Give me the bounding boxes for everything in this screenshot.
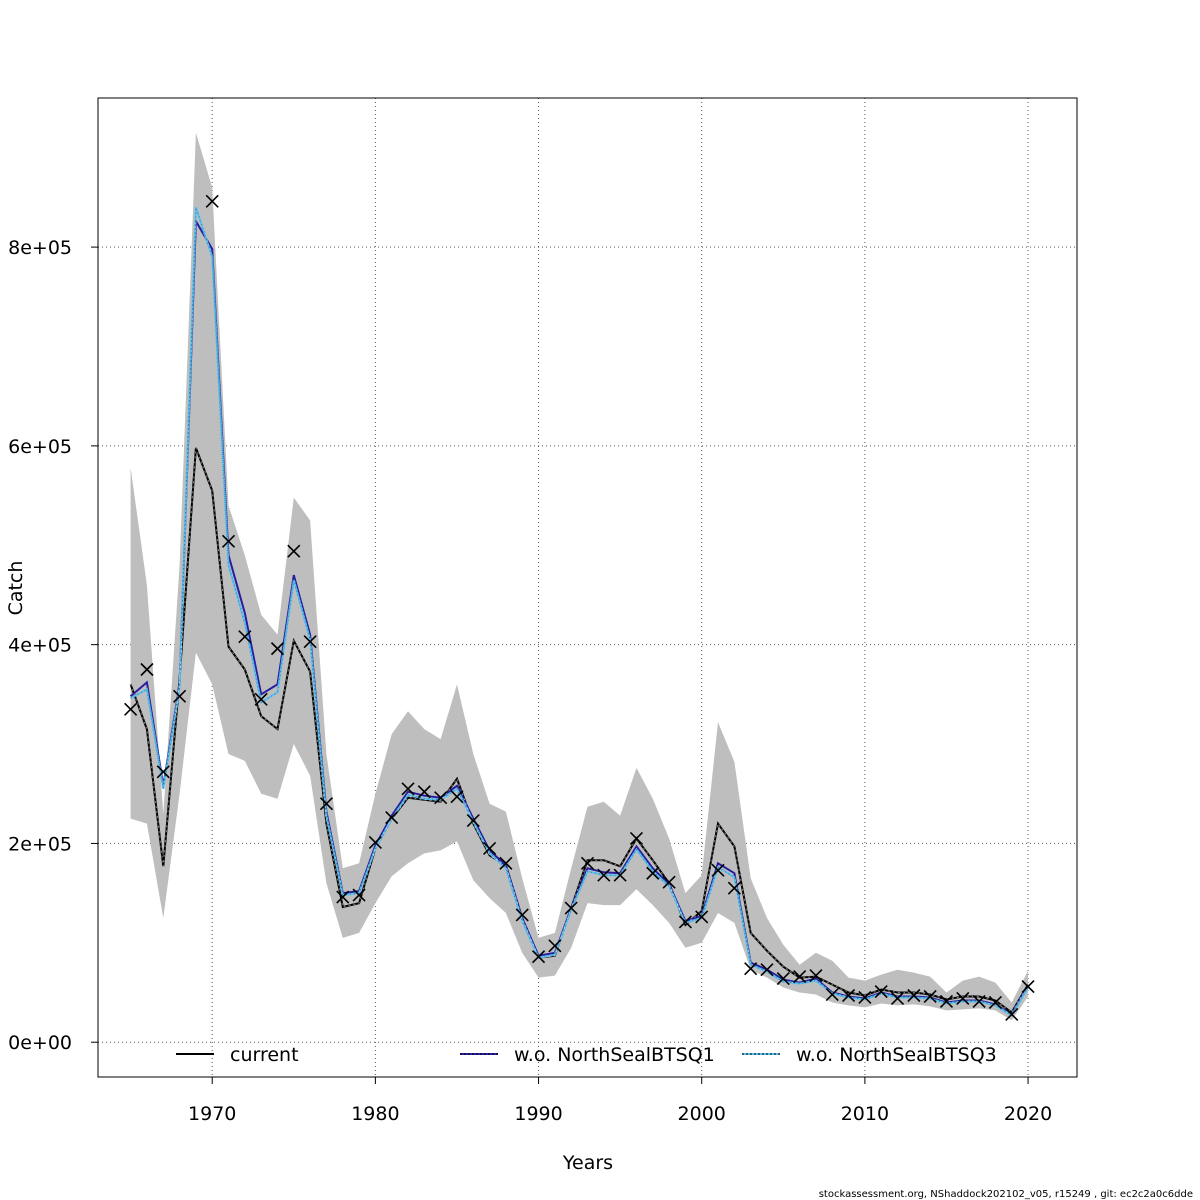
observed-point — [531, 950, 546, 964]
observed-point — [776, 972, 790, 986]
legend-label-current: current — [230, 1044, 299, 1066]
observed-point — [515, 908, 529, 922]
observed-point — [988, 995, 1002, 1010]
observed-point — [221, 534, 236, 548]
legend: current w.o. NorthSealBTSQ1 w.o. NorthSe… — [176, 1044, 997, 1066]
observed-point — [793, 970, 807, 984]
observed-point — [646, 866, 660, 880]
observed-point — [548, 939, 562, 953]
observed-point — [956, 991, 970, 1006]
y-tick-label: 0e+00 — [8, 1032, 72, 1054]
confidence-band — [130, 132, 1029, 1021]
observed-point — [580, 856, 595, 870]
observed-point — [466, 814, 480, 828]
y-axis: 0e+00 2e+05 4e+05 6e+05 8e+05 — [8, 237, 98, 1054]
x-tick-label: 1970 — [188, 1103, 236, 1125]
observed-point — [1021, 979, 1035, 994]
observed-point — [173, 689, 187, 703]
observed-point — [890, 991, 905, 1006]
y-tick-label: 2e+05 — [8, 833, 72, 855]
observed-point — [483, 841, 497, 855]
observed-point — [417, 785, 431, 799]
observed-point — [205, 194, 219, 208]
observed-point — [434, 791, 448, 805]
observed-point — [939, 994, 954, 1009]
observed-point — [711, 863, 725, 877]
observed-point — [450, 790, 464, 804]
x-tick-label: 2000 — [678, 1103, 726, 1125]
observations-layer — [124, 194, 1035, 1021]
observed-point — [352, 888, 366, 902]
confidence-band-layer — [130, 132, 1029, 1021]
observed-point — [319, 797, 333, 811]
x-tick-label: 1980 — [351, 1103, 399, 1125]
observed-point — [499, 856, 513, 870]
x-axis-title: Years — [562, 1152, 613, 1174]
observed-point — [270, 642, 285, 656]
y-tick-label: 6e+05 — [8, 436, 72, 458]
observed-point — [760, 963, 774, 977]
observed-point — [874, 984, 888, 999]
x-tick-label: 2010 — [841, 1103, 889, 1125]
observed-point — [140, 662, 154, 677]
observed-point — [564, 901, 578, 915]
observed-point — [238, 630, 252, 644]
observed-point — [825, 987, 839, 1002]
x-tick-label: 2020 — [1004, 1103, 1052, 1125]
x-tick-label: 1990 — [514, 1103, 562, 1125]
legend-label-q3: w.o. NorthSealBTSQ3 — [796, 1044, 997, 1066]
x-axis: 1970 1980 1990 2000 2010 2020 — [188, 1077, 1052, 1125]
observed-point — [401, 782, 415, 796]
observed-point — [744, 962, 758, 976]
observed-point — [254, 692, 268, 706]
observed-point — [858, 990, 872, 1005]
observed-point — [156, 765, 170, 779]
observed-point — [662, 875, 676, 889]
observed-point — [336, 890, 350, 904]
observed-point — [287, 544, 301, 558]
y-tick-label: 4e+05 — [8, 635, 72, 657]
observed-point — [1005, 1007, 1019, 1021]
observed-point — [727, 881, 741, 895]
y-axis-title: Catch — [5, 561, 27, 616]
footer-credit: stockassessment.org, NShaddock202102_v05… — [819, 1189, 1193, 1200]
observed-point — [368, 835, 382, 850]
observed-point — [597, 868, 611, 882]
y-tick-label: 8e+05 — [8, 237, 72, 259]
series-wo-northsealbtsq1-dots — [130, 219, 1029, 1016]
observed-point — [972, 994, 986, 1009]
legend-label-q1: w.o. NorthSealBTSQ1 — [514, 1044, 715, 1066]
plot-frame — [97, 97, 1078, 1078]
observed-point — [303, 635, 317, 649]
observed-point — [809, 969, 823, 983]
series-current-dots — [130, 447, 1029, 1014]
observed-point — [695, 910, 709, 924]
observed-point — [629, 831, 644, 846]
observed-point — [385, 811, 399, 825]
observed-point — [613, 868, 627, 882]
observed-point — [923, 989, 937, 1004]
observed-point — [907, 988, 921, 1003]
observed-point — [842, 988, 856, 1003]
observed-point — [678, 915, 692, 929]
observed-point — [124, 702, 138, 716]
